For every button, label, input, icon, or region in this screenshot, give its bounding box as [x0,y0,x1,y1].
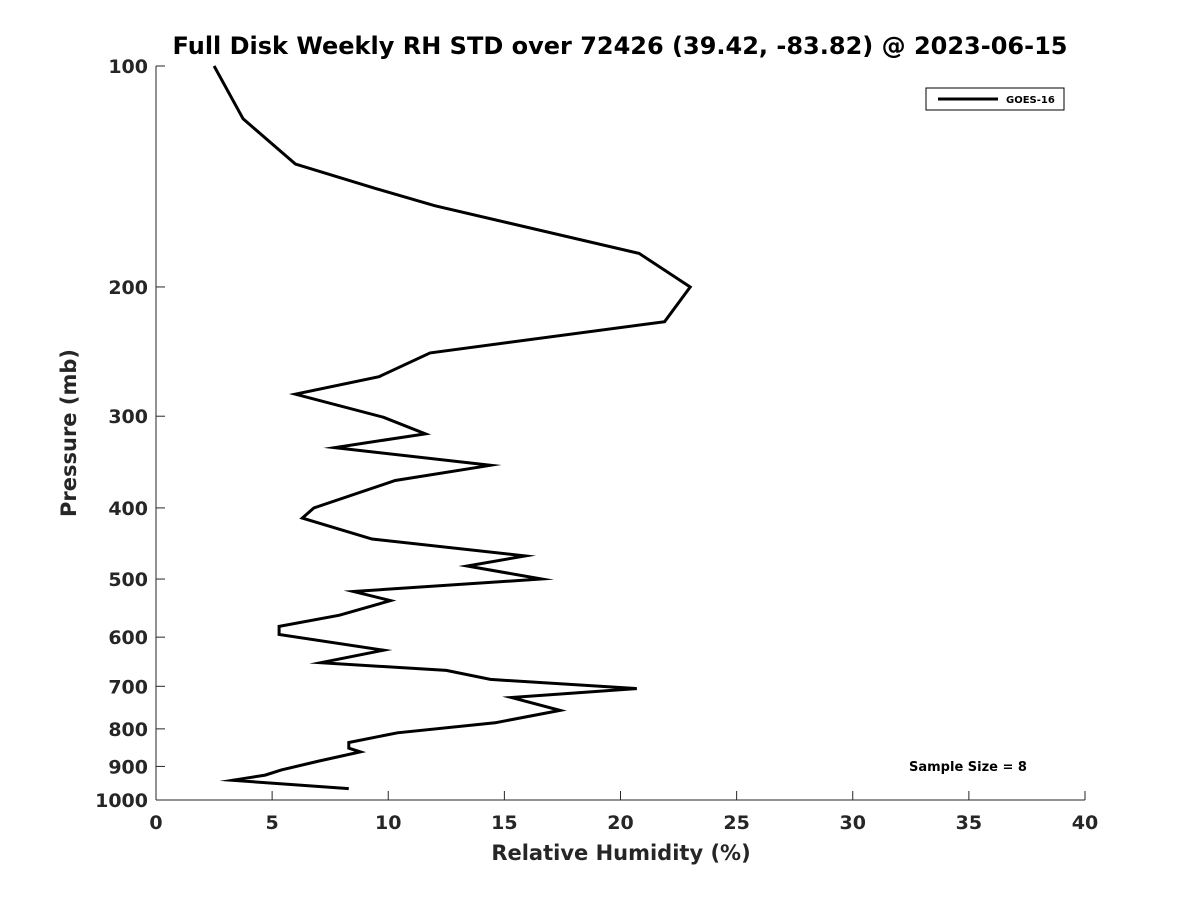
x-tick-label: 30 [840,812,866,834]
x-tick-label: 5 [266,812,279,834]
y-tick-label: 700 [108,676,148,698]
y-tick-label: 400 [108,498,148,520]
chart-title: Full Disk Weekly RH STD over 72426 (39.4… [173,32,1068,60]
x-tick-label: 35 [956,812,982,834]
x-axis-label: Relative Humidity (%) [491,841,750,865]
y-axis-label: Pressure (mb) [57,349,81,517]
x-tick-label: 20 [607,812,633,834]
axes: 0 5 10 15 20 25 30 35 40 100 200 300 400 500 600 700 800… [95,56,1098,834]
y-tick-label: 600 [108,627,148,649]
y-tick-label: 800 [108,719,148,741]
y-tick-label: 500 [108,569,148,591]
x-tick-label: 25 [723,812,749,834]
y-tick-label: 900 [108,756,148,778]
y-tick-label: 1000 [95,790,148,812]
sample-size-annotation: Sample Size = 8 [909,760,1027,775]
y-tick-label: 300 [108,406,148,428]
x-tick-label: 15 [491,812,517,834]
x-tick-label: 0 [149,812,162,834]
legend-label-goes-16: GOES-16 [1006,95,1055,106]
series-layer [212,65,693,791]
x-tick-label: 10 [375,812,401,834]
y-tick-label: 100 [108,56,148,78]
y-tick-label: 200 [108,277,148,299]
x-tick-label: 40 [1072,812,1098,834]
series-line-goes-16 [212,65,693,791]
legend: GOES-16 [925,87,1065,111]
